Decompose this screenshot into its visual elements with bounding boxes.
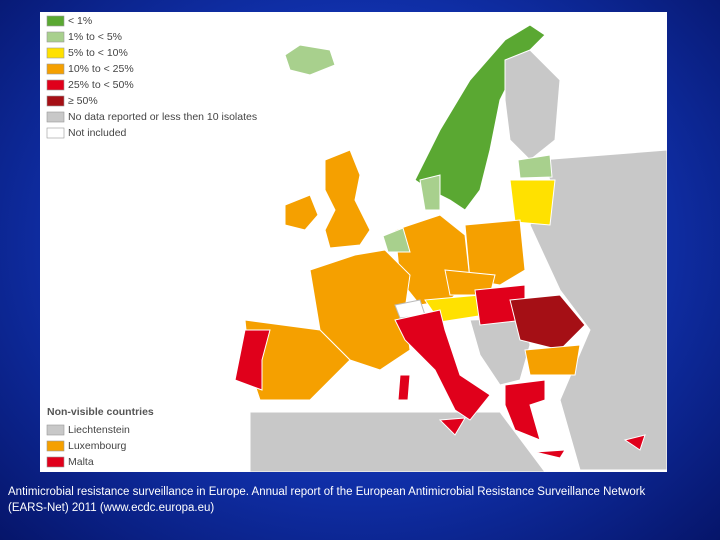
legend-label: < 1%: [68, 15, 92, 27]
estonia: [517, 154, 553, 179]
legend-swatch: [46, 31, 65, 43]
legend-swatch: [46, 79, 65, 91]
france: [309, 249, 411, 371]
italy: [394, 309, 491, 421]
legend-label: 25% to < 50%: [68, 79, 134, 91]
sicily: [438, 417, 466, 436]
legend: < 1% 1% to < 5% 5% to < 10% 10% to < 25% 25%…: [46, 15, 257, 139]
portugal: [234, 329, 271, 391]
bulgaria: [524, 344, 581, 376]
legend-label: Liechtenstein: [68, 424, 130, 436]
caption-line: Antimicrobial resistance surveillance in…: [8, 486, 646, 498]
caption-line: (EARS-Net) 2011 (www.ecdc.europa.eu): [8, 502, 215, 514]
latvia-lithuania: [509, 179, 556, 226]
denmark: [419, 174, 441, 211]
netherlands: [382, 227, 411, 253]
romania: [509, 294, 586, 351]
legend-label: 10% to < 25%: [68, 63, 134, 75]
cyprus: [623, 434, 646, 451]
finland: [504, 49, 561, 161]
legend-swatch: [46, 63, 65, 75]
iceland: [284, 44, 336, 76]
sardinia: [397, 374, 411, 401]
legend-swatch: [46, 111, 65, 123]
legend-swatch: [46, 440, 65, 452]
ireland: [284, 194, 319, 231]
greece: [504, 379, 546, 441]
legend-label: 5% to < 10%: [68, 47, 128, 59]
legend-swatch: [46, 47, 65, 59]
caption: Antimicrobial resistance surveillance in…: [8, 484, 708, 516]
legend-swatch: [46, 15, 65, 27]
legend-label: 1% to < 5%: [68, 31, 122, 43]
poland: [464, 219, 526, 286]
legend-label: Malta: [68, 456, 94, 468]
north-africa: [249, 411, 546, 472]
legend-label: Not included: [68, 127, 127, 139]
legend-swatch: [46, 95, 65, 107]
legend-label: Luxembourg: [68, 440, 127, 452]
non-visible-title: Non-visible countries: [47, 406, 154, 418]
legend-label: No data reported or less then 10 isolate…: [68, 111, 257, 123]
legend-label: ≥ 50%: [68, 95, 98, 107]
legend-swatch: [46, 424, 65, 436]
uk: [324, 149, 371, 249]
legend-swatch: [46, 456, 65, 468]
legend-swatch: [46, 127, 65, 139]
map: < 1% 1% to < 5% 5% to < 10% 10% to < 25% 25%…: [40, 12, 667, 472]
crete: [534, 449, 566, 459]
countries: [234, 24, 667, 472]
non-visible-legend: Non-visible countries Liechtenstein Luxem…: [46, 406, 154, 468]
